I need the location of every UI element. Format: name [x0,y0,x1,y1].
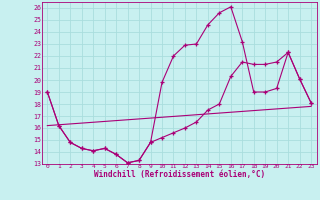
X-axis label: Windchill (Refroidissement éolien,°C): Windchill (Refroidissement éolien,°C) [94,170,265,179]
